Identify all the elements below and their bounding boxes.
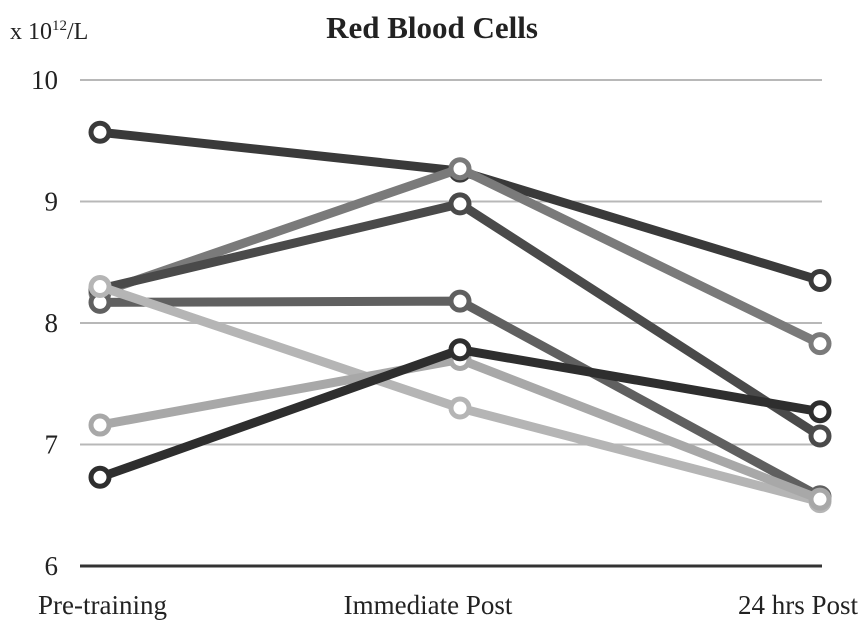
y-axis-unit-label: x 1012/L bbox=[10, 18, 89, 45]
data-point bbox=[448, 192, 472, 216]
data-point bbox=[88, 413, 112, 437]
y-tick-labels: 6 7 8 9 10 bbox=[31, 65, 58, 581]
x-tick-labels: Pre-training Immediate Post 24 hrs Post bbox=[38, 590, 858, 620]
data-point bbox=[88, 120, 112, 144]
y-tick-label: 8 bbox=[45, 308, 59, 338]
gridlines bbox=[80, 79, 822, 568]
data-point bbox=[88, 275, 112, 299]
data-point bbox=[808, 424, 832, 448]
data-point bbox=[808, 332, 832, 356]
y-tick-label: 7 bbox=[45, 430, 59, 460]
data-point bbox=[88, 465, 112, 489]
y-tick-label: 9 bbox=[45, 187, 59, 217]
data-point bbox=[808, 400, 832, 424]
series-line bbox=[95, 354, 825, 504]
chart-title: Red Blood Cells bbox=[326, 10, 538, 45]
x-tick-label: Pre-training bbox=[38, 590, 167, 620]
x-tick-label: 24 hrs Post bbox=[738, 590, 859, 620]
series-lines bbox=[88, 120, 832, 514]
data-point bbox=[808, 487, 832, 511]
data-point bbox=[448, 157, 472, 181]
data-point bbox=[448, 289, 472, 313]
data-point bbox=[808, 268, 832, 292]
data-point bbox=[448, 338, 472, 362]
data-point bbox=[448, 396, 472, 420]
x-tick-label: Immediate Post bbox=[344, 590, 513, 620]
y-tick-label: 6 bbox=[45, 551, 59, 581]
series-7 bbox=[88, 338, 832, 489]
y-tick-label: 10 bbox=[31, 65, 58, 95]
